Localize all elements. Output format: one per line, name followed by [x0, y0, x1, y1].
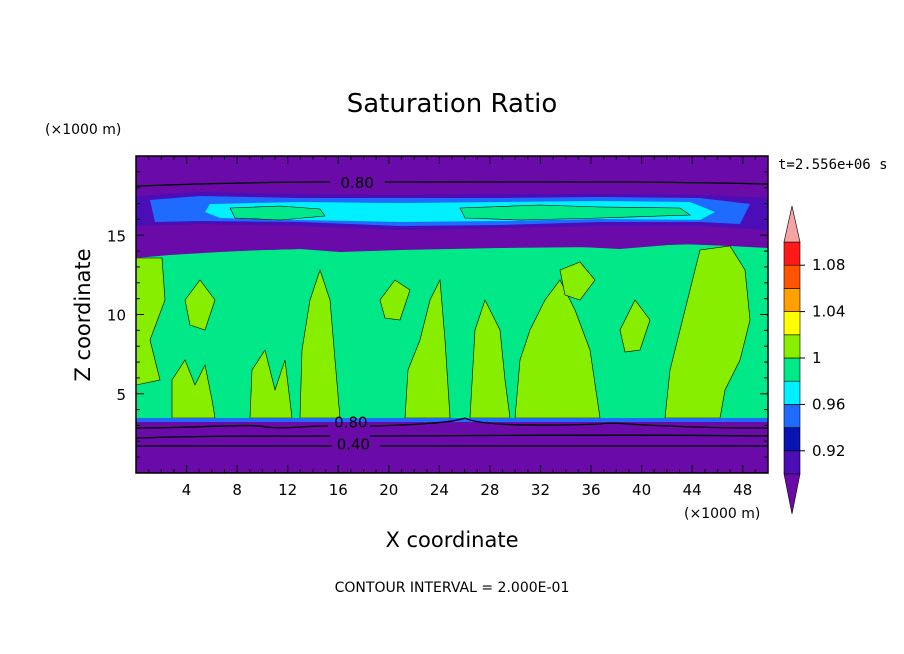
chart-title: Saturation Ratio: [347, 89, 558, 119]
lime-plumes: [136, 245, 751, 419]
x-tick-label: 28: [480, 481, 499, 499]
colorbar-segment: [783, 288, 801, 312]
contour-label: 0.40: [337, 435, 370, 453]
x-tick-label: 44: [683, 481, 702, 499]
colorbar: 0.92 0.96 1 1.04 1.08: [783, 205, 845, 515]
x-tick-label: 40: [632, 481, 651, 499]
colorbar-arrow-top: [783, 205, 801, 243]
colorbar-segment: [783, 334, 801, 359]
x-tick-label: 12: [278, 481, 297, 499]
y-tick-label: 10: [107, 307, 126, 325]
y-tick-label: 5: [116, 386, 126, 404]
band-blue-lower: [136, 418, 768, 422]
x-tick-label: 4: [182, 481, 192, 499]
band-green-cirrus: [459, 204, 691, 221]
band-green-main: [136, 244, 768, 420]
contour-interval-footer: CONTOUR INTERVAL = 2.000E-01: [335, 580, 570, 596]
x-tick-label: 16: [329, 481, 348, 499]
plume: [184, 279, 216, 331]
colorbar-segment: [783, 311, 801, 336]
time-label: t=2.556e+06 s: [778, 157, 888, 173]
colorbar-tick-label: 1: [812, 349, 822, 367]
colorbar-segment: [783, 427, 801, 452]
colorbar-tick-label: 0.96: [812, 395, 845, 413]
contour-line: [136, 181, 768, 187]
x-axis-label: X coordinate: [385, 528, 518, 552]
x-tick-label: 48: [733, 481, 752, 499]
colorbar-tick-label: 0.92: [812, 442, 845, 460]
contour-label: 0.80: [334, 413, 367, 431]
y-unit-label: (×1000 m): [45, 122, 121, 138]
plume: [514, 279, 601, 419]
saturation-field: [136, 156, 768, 473]
colorbar-segment: [783, 380, 801, 405]
y-tick-label: 15: [107, 227, 126, 245]
band-purple-upper: [136, 222, 768, 256]
x-tick-label: 8: [232, 481, 242, 499]
contour-labels: 0.80 0.80 0.40: [334, 174, 374, 454]
x-tick-label: 20: [379, 481, 398, 499]
colorbar-segment: [783, 241, 801, 266]
x-tick-label: 36: [581, 481, 600, 499]
x-unit-label: (×1000 m): [684, 506, 760, 522]
x-tick-label: 32: [531, 481, 550, 499]
plume: [136, 257, 166, 386]
colorbar-segment: [783, 404, 801, 428]
plume: [299, 269, 341, 419]
x-tick-label: 24: [430, 481, 449, 499]
colorbar-tick-label: 1.04: [812, 303, 845, 321]
contour-line: [136, 417, 768, 429]
plume: [619, 299, 651, 353]
colorbar-tick-label: 1.08: [812, 256, 845, 274]
plume: [664, 245, 751, 419]
contour-line: [136, 434, 768, 439]
plume: [171, 359, 216, 419]
band-green-cirrus: [229, 205, 326, 221]
x-axis: 4 8 12 16 20 24 28 32 36 40 44 48: [148, 156, 756, 499]
colorbar-segment: [783, 450, 801, 475]
y-axis: 5 10 15: [107, 171, 768, 458]
y-axis-label: Z coordinate: [71, 248, 95, 381]
colorbar-arrow-bottom: [783, 473, 801, 515]
colorbar-segment: [783, 357, 801, 382]
colorbar-segment: [783, 264, 801, 289]
plume: [379, 279, 411, 321]
plume: [404, 278, 451, 419]
contour-label: 0.80: [340, 174, 373, 192]
plume: [559, 261, 596, 301]
